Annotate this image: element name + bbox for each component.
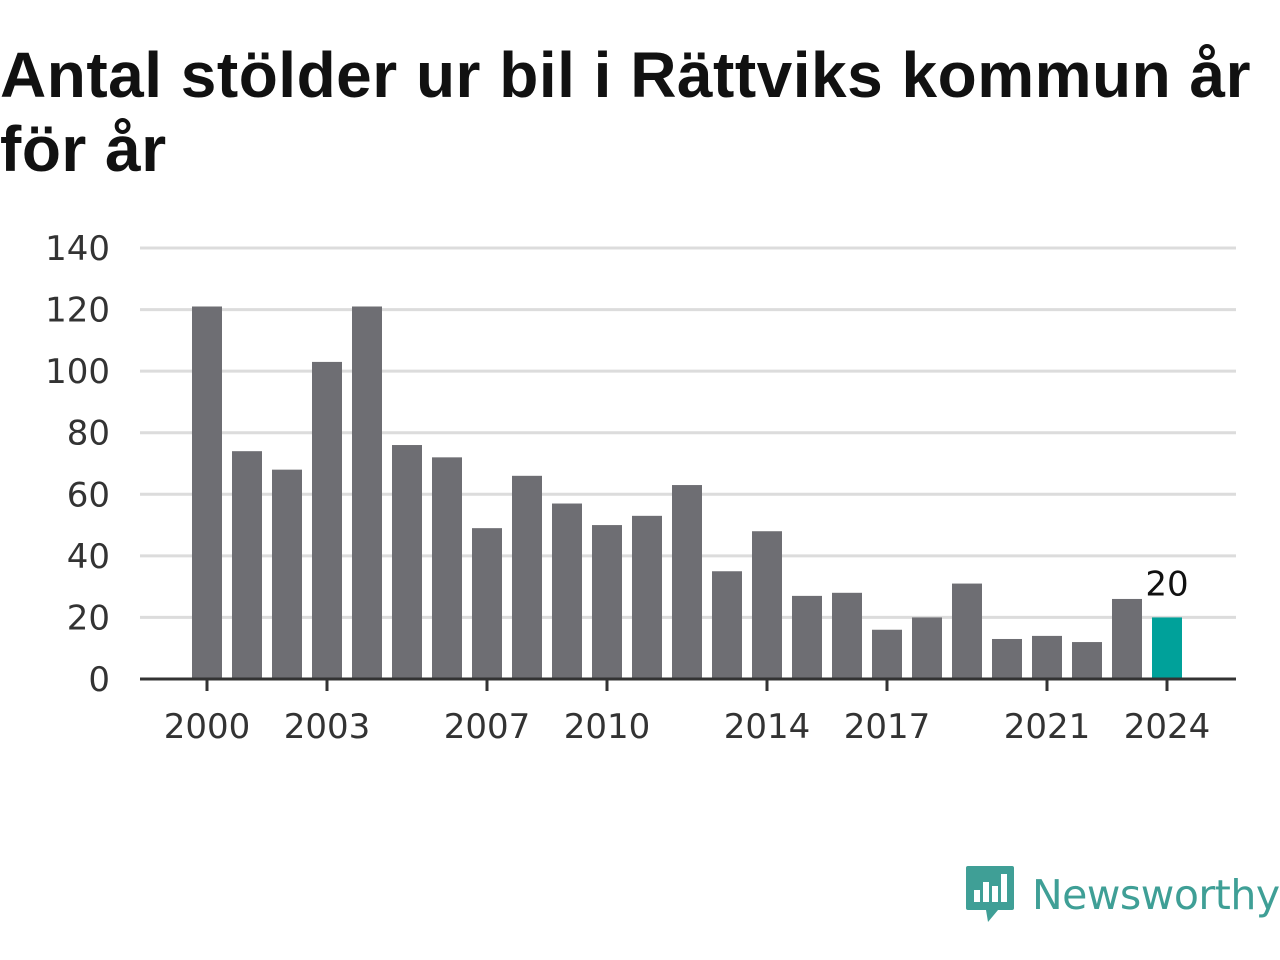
x-axis-labels: 2000 2003 2007 2010 2014 2017 2021 2024	[164, 707, 1211, 747]
x-tick-label-2000: 2000	[164, 707, 251, 747]
bars	[192, 306, 1182, 679]
x-tick-label-2014: 2014	[724, 707, 811, 747]
bar-2002	[272, 469, 302, 679]
newsworthy-brand: Newsworthy	[964, 864, 1280, 926]
bar-2013	[712, 571, 742, 679]
bar-2008	[512, 475, 542, 679]
y-tick-label-0: 0	[88, 660, 110, 700]
y-tick-label-140: 140	[45, 229, 110, 269]
x-axis	[140, 677, 1236, 691]
x-tick-label-2017: 2017	[844, 707, 931, 747]
bar-2017	[872, 629, 902, 679]
y-tick-label-60: 60	[67, 475, 110, 515]
data-label-2024: 20	[1145, 564, 1188, 604]
bar-2005	[392, 445, 422, 679]
x-tick-label-2021: 2021	[1004, 707, 1091, 747]
y-tick-label-80: 80	[67, 414, 110, 454]
data-labels: 20	[1145, 564, 1188, 604]
x-tick-label-2024: 2024	[1124, 707, 1211, 747]
newsworthy-logo-icon	[966, 866, 1014, 922]
y-tick-label-40: 40	[67, 537, 110, 577]
bar-2010	[592, 525, 622, 679]
bar-2011	[632, 515, 662, 679]
bar-2001	[232, 451, 262, 679]
bar-2003	[312, 361, 342, 679]
bar-2018	[912, 617, 942, 679]
bar-2015	[792, 595, 822, 679]
y-tick-label-20: 20	[67, 598, 110, 638]
bar-2022	[1072, 642, 1102, 679]
chart-title: Antal stölder ur bil i Rättviks kommun å…	[0, 39, 1251, 185]
x-tick-label-2007: 2007	[444, 707, 531, 747]
bar-2009	[552, 503, 582, 679]
bar-2014	[752, 531, 782, 679]
bar-2021	[1032, 635, 1062, 679]
bar-2006	[432, 457, 462, 679]
y-tick-label-100: 100	[45, 352, 110, 392]
bar-2016	[832, 592, 862, 679]
y-tick-label-120: 120	[45, 291, 110, 331]
bar-2020	[992, 638, 1022, 679]
x-tick-label-2003: 2003	[284, 707, 371, 747]
bar-2012	[672, 485, 702, 679]
x-tick-label-2010: 2010	[564, 707, 651, 747]
y-axis-labels: 0 20 40 60 80 100 120 140	[45, 229, 110, 700]
bar-2004	[352, 306, 382, 679]
bar-2000	[192, 306, 222, 679]
bar-2019	[952, 583, 982, 679]
bar-2024	[1152, 617, 1182, 679]
bar-2023	[1112, 598, 1142, 679]
brand-name: Newsworthy	[1032, 871, 1280, 919]
bar-2007	[472, 528, 502, 679]
